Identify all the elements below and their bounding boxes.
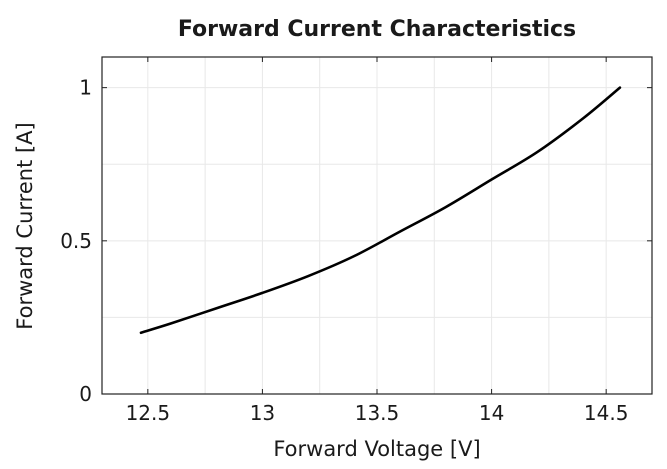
chart-title: Forward Current Characteristics	[178, 17, 576, 42]
y-tick-label: 0	[79, 382, 92, 406]
x-tick-label: 13.5	[355, 401, 400, 425]
x-tick-label: 12.5	[126, 401, 171, 425]
grid	[102, 57, 652, 394]
series-layer	[139, 86, 622, 335]
y-axis-label: Forward Current [A]	[13, 122, 37, 329]
series-line	[139, 86, 622, 335]
x-axis-label: Forward Voltage [V]	[273, 437, 480, 461]
y-tick-label: 1	[79, 76, 92, 100]
x-tick-label: 14.5	[584, 401, 629, 425]
x-tick-label: 14	[479, 401, 504, 425]
y-tick-label: 0.5	[60, 229, 92, 253]
ticks: 12.5 13 13.5 14 14.5 0 0.5 1	[60, 57, 652, 425]
x-tick-label: 13	[250, 401, 275, 425]
